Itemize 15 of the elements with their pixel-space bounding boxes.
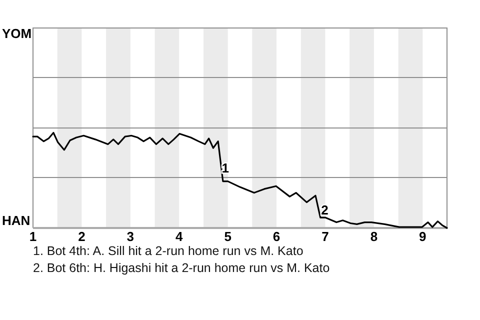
annotation: 1	[222, 160, 230, 176]
x-tick-label: 2	[78, 229, 86, 244]
x-tick-label: 8	[370, 229, 378, 244]
x-tick-label: 6	[272, 229, 280, 244]
x-tick-label: 7	[322, 229, 329, 244]
x-tick-label: 9	[419, 229, 426, 244]
text: 1. Bot 4th: A. Sill hit a 2-run home run vs M. Kato	[33, 244, 304, 258]
text: HAN	[2, 213, 30, 228]
text: YOM	[2, 26, 32, 41]
x-tick-label: 4	[176, 229, 184, 244]
annotation: 2	[321, 202, 328, 218]
x-tick-label: 3	[126, 229, 134, 244]
x-tick-label: 5	[224, 229, 232, 244]
text: 2. Bot 6th: H. Higashi hit a 2-run home run vs M. Kato	[33, 261, 330, 275]
x-tick-label: 1	[29, 229, 37, 244]
